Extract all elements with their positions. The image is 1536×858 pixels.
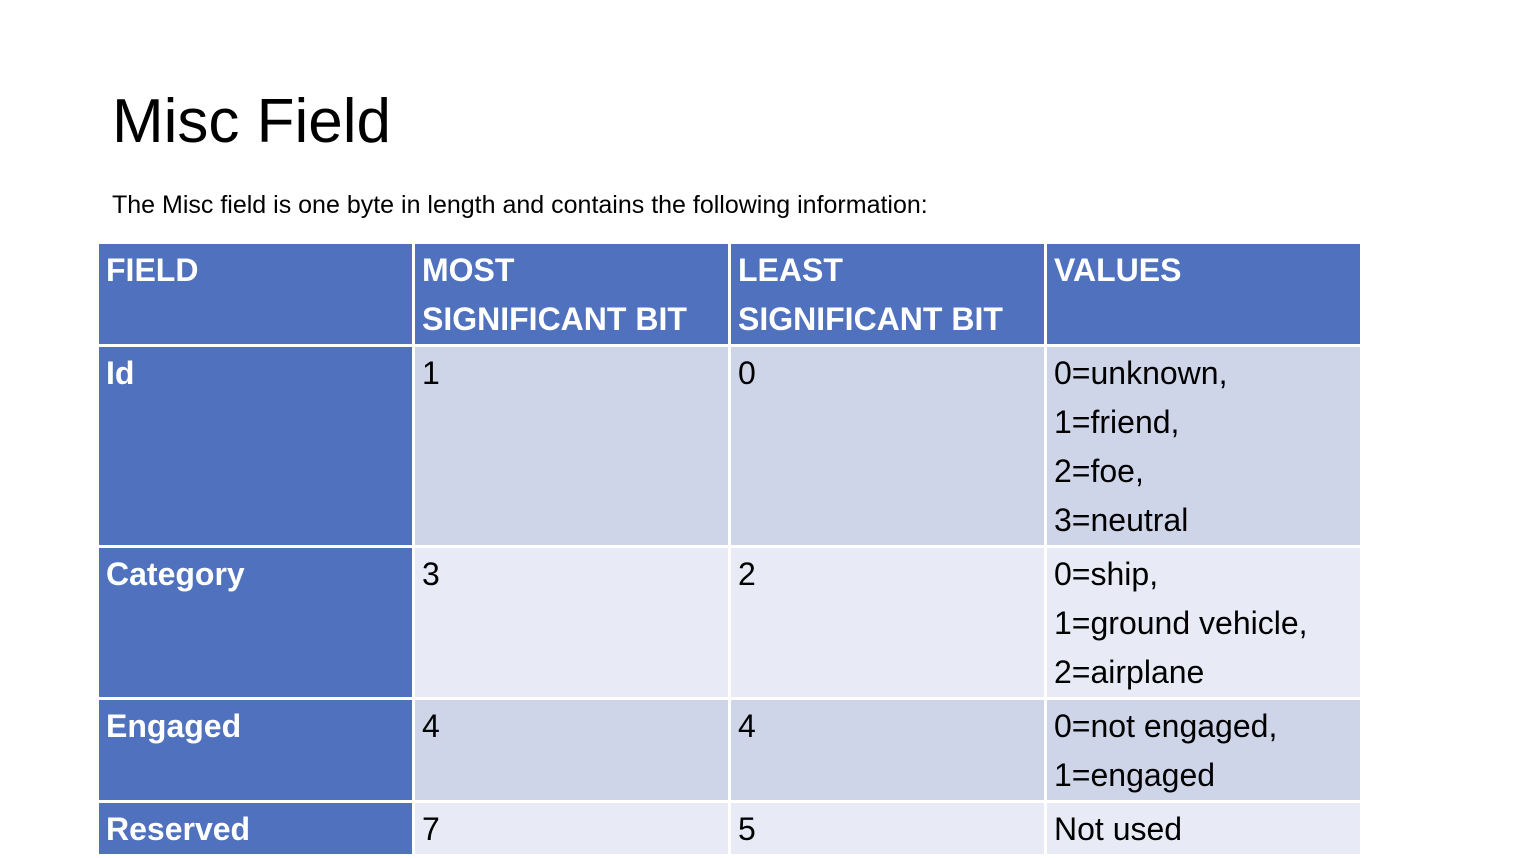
value-line: 2=foe, [1054,453,1144,489]
table-row: Id 1 0 0=unknown, 1=friend, 2=foe, 3=neu… [99,347,1360,545]
value-line: 1=friend, [1054,404,1180,440]
lsb-cell: 0 [731,347,1044,545]
field-name-cell: Id [99,347,412,545]
value-line: 0=ship, [1054,556,1159,592]
value-line: 0=not engaged, [1054,708,1278,744]
misc-field-table: FIELD MOST SIGNIFICANT BIT LEAST SIGNIFI… [96,241,1363,857]
table-row: Category 3 2 0=ship, 1=ground vehicle, 2… [99,548,1360,697]
lsb-cell: 5 [731,803,1044,854]
table-row: Reserved 7 5 Not used [99,803,1360,854]
header-values: VALUES [1047,244,1360,344]
field-name-cell: Reserved [99,803,412,854]
value-line: 0=unknown, [1054,355,1228,391]
header-field: FIELD [99,244,412,344]
value-line: 2=airplane [1054,654,1205,690]
header-field-label: FIELD [106,252,199,288]
msb-cell: 7 [415,803,728,854]
header-msb-line: SIGNIFICANT BIT [422,301,687,337]
values-cell: 0=unknown, 1=friend, 2=foe, 3=neutral [1047,347,1360,545]
header-lsb: LEAST SIGNIFICANT BIT [731,244,1044,344]
values-cell: Not used [1047,803,1360,854]
header-values-label: VALUES [1054,252,1182,288]
table-row: Engaged 4 4 0=not engaged, 1=engaged [99,700,1360,800]
msb-cell: 3 [415,548,728,697]
msb-cell: 1 [415,347,728,545]
header-msb: MOST SIGNIFICANT BIT [415,244,728,344]
msb-cell: 4 [415,700,728,800]
lsb-cell: 2 [731,548,1044,697]
field-name-cell: Engaged [99,700,412,800]
slide-title: Misc Field [112,87,392,156]
values-cell: 0=not engaged, 1=engaged [1047,700,1360,800]
field-name-cell: Category [99,548,412,697]
value-line: Not used [1054,811,1183,847]
value-line: 3=neutral [1054,502,1189,538]
value-line: 1=engaged [1054,757,1216,793]
values-cell: 0=ship, 1=ground vehicle, 2=airplane [1047,548,1360,697]
value-line: 1=ground vehicle, [1054,605,1308,641]
intro-text: The Misc field is one byte in length and… [112,191,928,219]
header-msb-line: MOST [422,252,515,288]
lsb-cell: 4 [731,700,1044,800]
header-lsb-line: LEAST [738,252,843,288]
table-header-row: FIELD MOST SIGNIFICANT BIT LEAST SIGNIFI… [99,244,1360,344]
header-lsb-line: SIGNIFICANT BIT [738,301,1003,337]
